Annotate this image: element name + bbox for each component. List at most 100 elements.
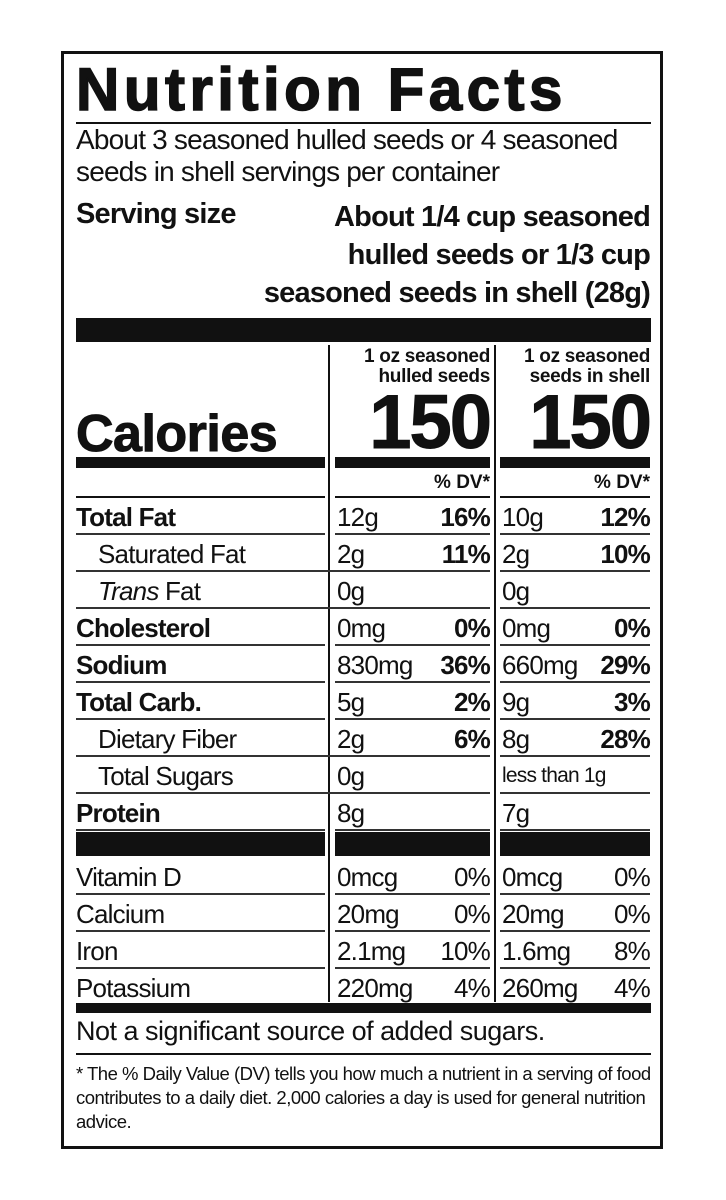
nutrient-cell-c2: 260mg 4% xyxy=(500,969,651,1006)
label-title: Nutrition Facts xyxy=(75,56,567,123)
column-header-shell: 1 oz seasoned seeds in shell xyxy=(500,347,650,387)
divider xyxy=(76,1053,651,1055)
nutrient-row: Protein 8g 7g xyxy=(0,794,726,831)
nutrient-row: Total Carb. 5g 2% 9g 3% xyxy=(0,683,726,720)
nutrient-cell-c2: 0mcg 0% xyxy=(500,858,651,895)
nutrient-row: Calcium 20mg 0% 20mg 0% xyxy=(0,895,726,932)
amount: less than 1g xyxy=(502,764,606,787)
amount: 0mcg xyxy=(502,862,563,892)
nutrient-cell-c1: 2g 11% xyxy=(335,535,491,572)
dv-header-shell: % DV* xyxy=(594,472,650,493)
nutrient-cell-c1: 8g xyxy=(335,794,490,831)
amount: 2g xyxy=(502,539,530,569)
nutrient-name: Protein xyxy=(76,794,325,831)
nutrient-row: Potassium 220mg 4% 260mg 4% xyxy=(0,969,726,1006)
nutrient-cell-c2: 1.6mg 8% xyxy=(500,932,651,969)
serving-size-line: About 1/4 cup seasoned xyxy=(334,201,651,233)
calories-label: Calories xyxy=(75,405,278,464)
nutrient-row: Iron 2.1mg 10% 1.6mg 8% xyxy=(0,932,726,969)
percent-dv: 4% xyxy=(454,973,491,1003)
nutrient-name: Cholesterol xyxy=(76,609,325,646)
amount: 0g xyxy=(502,576,530,606)
nutrient-name: Trans Fat xyxy=(76,572,347,609)
thick-divider xyxy=(76,1003,651,1013)
nutrient-row: Saturated Fat 2g 11% 2g 10% xyxy=(0,535,726,572)
percent-dv: 0% xyxy=(614,862,651,892)
nutrient-cell-c2: 0g xyxy=(500,572,650,609)
column-divider xyxy=(328,345,330,1002)
percent-dv: 36% xyxy=(440,650,490,680)
percent-dv: 6% xyxy=(454,724,491,754)
calories-value-shell: 150 xyxy=(529,380,653,465)
nutrient-name: Iron xyxy=(76,932,325,969)
trans-label: Trans xyxy=(98,576,159,606)
calories-value-hulled: 150 xyxy=(369,380,493,465)
nutrient-name: Calcium xyxy=(76,895,325,932)
amount: 5g xyxy=(337,687,365,717)
percent-dv: 0% xyxy=(614,613,651,643)
dv-footnote: * The % Daily Value (DV) tells you how m… xyxy=(76,1063,651,1132)
nutrient-cell-c1: 830mg 36% xyxy=(335,646,491,683)
percent-dv: 8% xyxy=(614,936,651,966)
nutrient-cell-c1: 12g 16% xyxy=(335,498,491,535)
percent-dv: 12% xyxy=(600,502,650,532)
amount: 0mcg xyxy=(337,862,398,892)
nutrient-name: Total Sugars xyxy=(76,757,347,794)
nutrient-cell-c1: 20mg 0% xyxy=(335,895,491,932)
percent-dv: 11% xyxy=(441,539,491,569)
amount: 7g xyxy=(502,798,530,828)
nutrient-cell-c1: 0mg 0% xyxy=(335,609,491,646)
nutrient-name: Total Fat xyxy=(76,498,325,535)
nutrient-cell-c1: 0mcg 0% xyxy=(335,858,491,895)
thick-divider xyxy=(335,832,490,856)
amount: 12g xyxy=(337,502,379,532)
dv-header-hulled: % DV* xyxy=(434,472,490,493)
amount: 0mg xyxy=(337,613,386,643)
amount: 0g xyxy=(337,576,365,606)
nutrition-label-border xyxy=(61,51,663,1149)
serving-size-label: Serving size xyxy=(76,198,236,230)
divider xyxy=(76,122,651,124)
nutrient-name: Potassium xyxy=(76,969,325,1006)
column-header-line: seeds in shell xyxy=(529,366,651,387)
nutrient-row: Total Fat 12g 16% 10g 12% xyxy=(0,498,726,535)
amount: 2g xyxy=(337,724,365,754)
percent-dv: 10% xyxy=(600,539,650,569)
serving-size-line: hulled seeds or 1/3 cup xyxy=(347,239,651,271)
percent-dv: 0% xyxy=(454,613,491,643)
serving-size-value: About 1/4 cup seasoned hulled seeds or 1… xyxy=(220,198,651,312)
percent-dv: 29% xyxy=(600,650,650,680)
column-header-line: hulled seeds xyxy=(378,366,491,387)
percent-dv: 3% xyxy=(614,687,651,717)
nutrient-row: Trans Fat 0g 0g xyxy=(0,572,726,609)
column-header-line: 1 oz seasoned xyxy=(524,346,650,367)
divider xyxy=(335,496,490,498)
nutrient-cell-c1: 220mg 4% xyxy=(335,969,491,1006)
amount: 8g xyxy=(502,724,530,754)
percent-dv: 28% xyxy=(600,724,650,754)
column-divider xyxy=(494,345,496,1002)
percent-dv: 16% xyxy=(440,502,490,532)
nutrient-cell-c2: 10g 12% xyxy=(500,498,651,535)
percent-dv: 2% xyxy=(454,687,491,717)
amount: 10g xyxy=(502,502,544,532)
nutrient-row: Cholesterol 0mg 0% 0mg 0% xyxy=(0,609,726,646)
thick-divider xyxy=(76,832,325,856)
nutrient-cell-c1: 2.1mg 10% xyxy=(335,932,491,969)
amount: 20mg xyxy=(337,899,400,929)
percent-dv: 0% xyxy=(454,899,491,929)
nutrient-row: Total Sugars 0g less than 1g xyxy=(0,757,726,794)
nutrient-cell-c1: 2g 6% xyxy=(335,720,491,757)
nutrient-cell-c2: 660mg 29% xyxy=(500,646,651,683)
nutrient-row: Dietary Fiber 2g 6% 8g 28% xyxy=(0,720,726,757)
nutrient-name: Total Carb. xyxy=(76,683,325,720)
nutrient-cell-c1: 0g xyxy=(335,572,490,609)
thick-divider xyxy=(500,457,650,468)
nutrient-cell-c2: 8g 28% xyxy=(500,720,651,757)
nutrient-name: Saturated Fat xyxy=(76,535,347,572)
percent-dv: 0% xyxy=(614,899,651,929)
nutrient-cell-c1: 0g xyxy=(335,757,490,794)
amount: 2g xyxy=(337,539,365,569)
nutrient-name: Dietary Fiber xyxy=(76,720,347,757)
amount: 20mg xyxy=(502,899,565,929)
